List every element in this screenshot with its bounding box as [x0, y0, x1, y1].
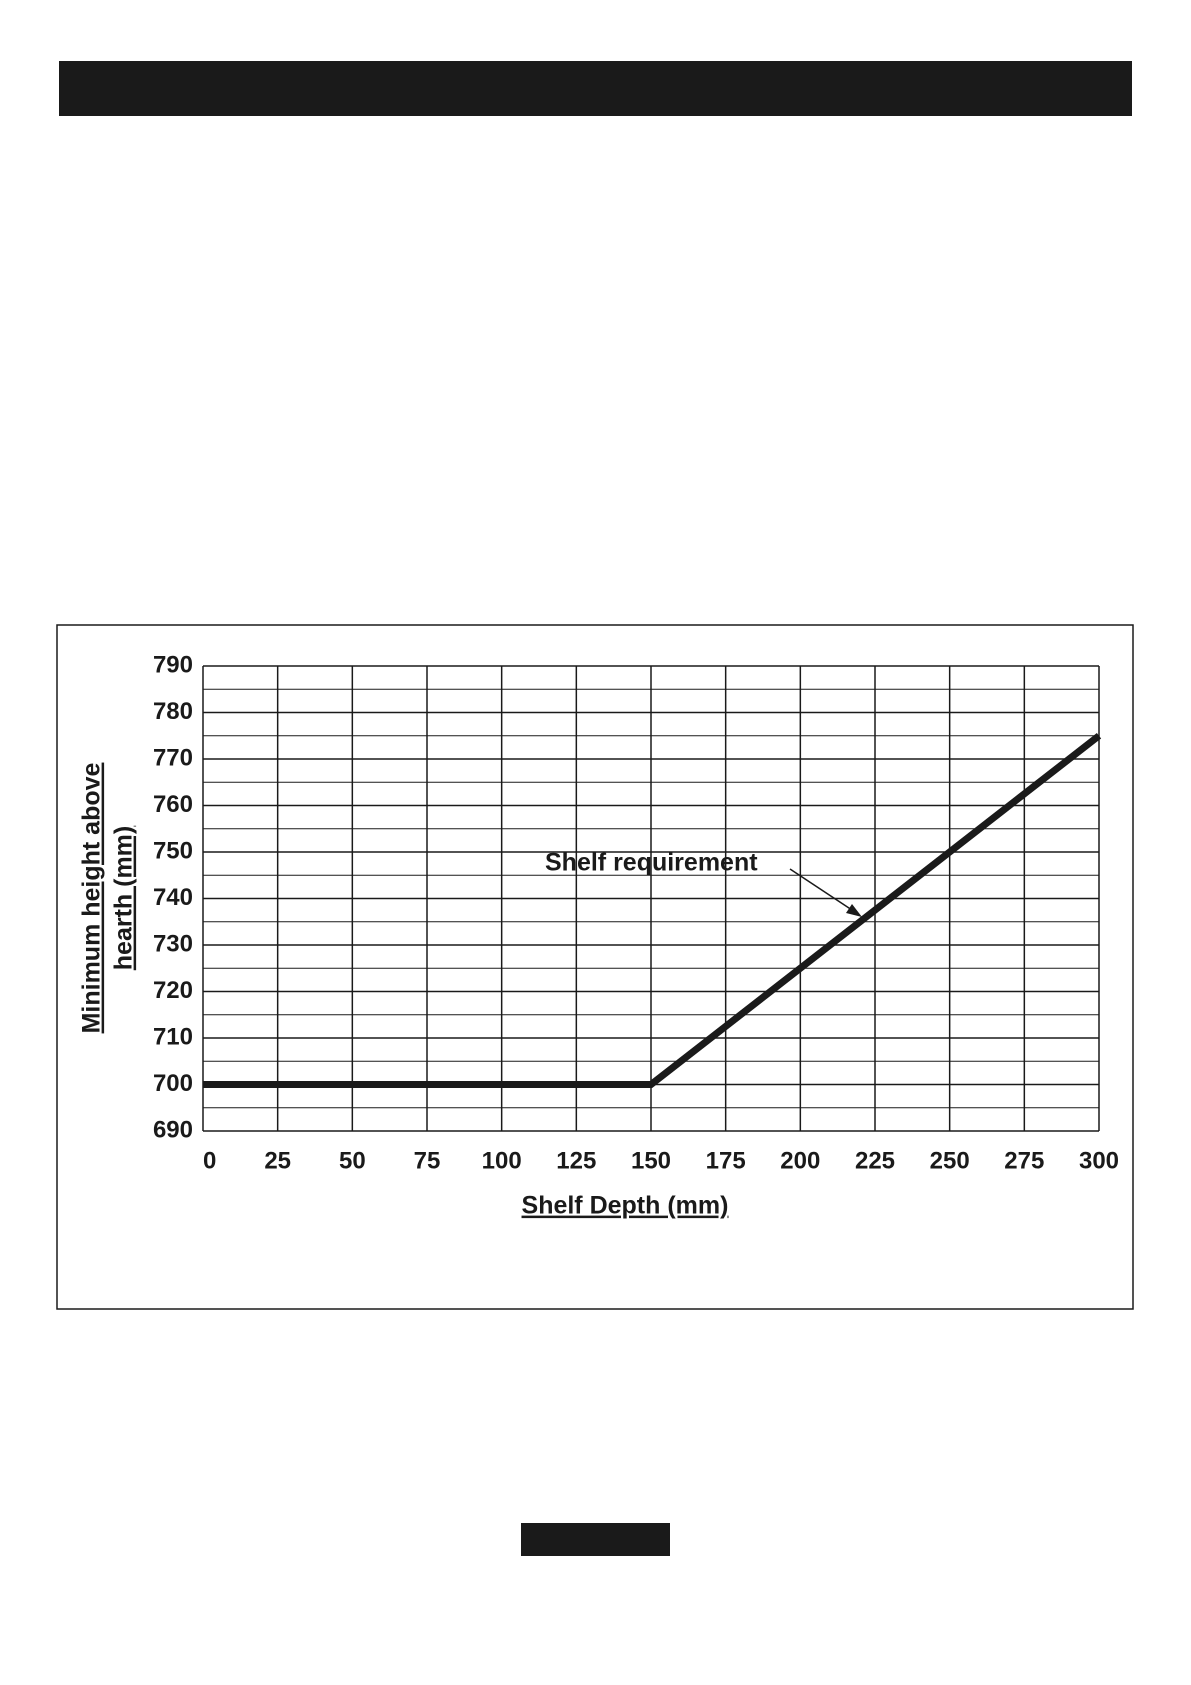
- y-tick-label: 700: [153, 1070, 193, 1097]
- x-tick-label: 150: [631, 1147, 671, 1174]
- y-axis-label: Minimum height above: [78, 762, 106, 1033]
- y-tick-label: 760: [153, 791, 193, 818]
- x-tick-label: 225: [855, 1147, 895, 1174]
- x-tick-label: 125: [556, 1147, 596, 1174]
- x-tick-label: 0: [203, 1147, 216, 1174]
- y-tick-label: 750: [153, 837, 193, 864]
- y-tick-label: 790: [153, 651, 193, 678]
- annotation-arrow: [789, 868, 859, 915]
- x-axis-label: Shelf Depth (mm): [522, 1192, 729, 1220]
- arrow-head: [846, 904, 862, 917]
- x-tick-label: 275: [1004, 1147, 1044, 1174]
- y-tick-label: 710: [153, 1023, 193, 1050]
- x-tick-label: 100: [482, 1147, 522, 1174]
- y-tick-label: 720: [153, 977, 193, 1004]
- x-tick-label: 75: [414, 1147, 441, 1174]
- y-tick-label: 730: [153, 930, 193, 957]
- y-tick-label: 780: [153, 698, 193, 725]
- data-line: [203, 732, 1102, 1088]
- y-axis-label: hearth (mm): [110, 826, 138, 970]
- x-tick-label: 250: [930, 1147, 970, 1174]
- plot: 690 700 710 720 730 740 750 760 770 780 790 0 25 50 75…: [153, 651, 1119, 1174]
- x-tick-label: 300: [1079, 1147, 1119, 1174]
- chart-frame: [56, 624, 1134, 1310]
- x-tick-label: 25: [264, 1147, 291, 1174]
- x-tick-label: 175: [706, 1147, 746, 1174]
- y-tick-label: 690: [153, 1116, 193, 1143]
- y-tick-label: 770: [153, 744, 193, 771]
- footer-bar: [521, 1523, 670, 1556]
- header-bar: [59, 61, 1132, 116]
- x-tick-label: 50: [339, 1147, 366, 1174]
- y-tick-label: 740: [153, 884, 193, 911]
- annotation: Shelf requirement: [545, 849, 758, 877]
- x-tick-label: 200: [780, 1147, 820, 1174]
